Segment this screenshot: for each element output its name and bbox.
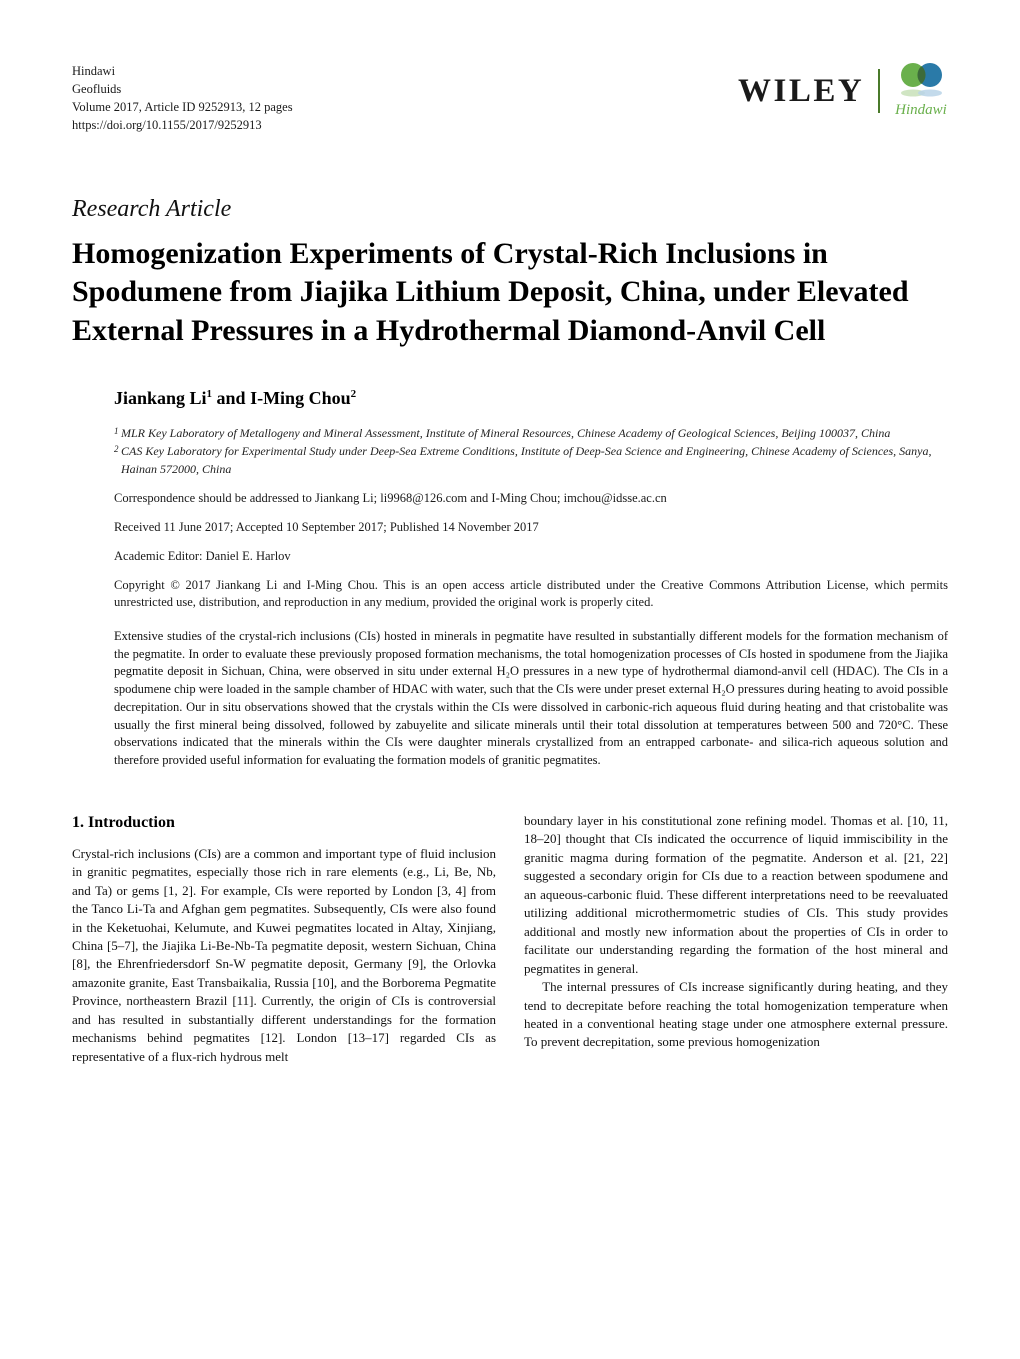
wiley-logo-text: WILEY xyxy=(738,69,864,114)
author-2-sup: 2 xyxy=(351,388,357,400)
affiliation-2-text: CAS Key Laboratory for Experimental Stud… xyxy=(121,442,948,478)
journal-name: Geofluids xyxy=(72,80,293,98)
affiliation-1-num: 1 xyxy=(114,424,121,442)
affiliations-block: 1 MLR Key Laboratory of Metallogeny and … xyxy=(114,424,948,478)
dates-line: Received 11 June 2017; Accepted 10 Septe… xyxy=(114,519,948,536)
intro-paragraph-1: Crystal-rich inclusions (CIs) are a comm… xyxy=(72,845,496,1066)
affiliation-2-num: 2 xyxy=(114,442,121,478)
copyright-notice: Copyright © 2017 Jiankang Li and I-Ming … xyxy=(114,577,948,612)
intro-paragraph-2: The internal pressures of CIs increase s… xyxy=(524,978,948,1052)
section-heading-intro: 1. Introduction xyxy=(72,812,496,835)
article-title: Homogenization Experiments of Crystal-Ri… xyxy=(72,235,948,350)
column-left: 1. Introduction Crystal-rich inclusions … xyxy=(72,812,496,1066)
author-1: Jiankang Li xyxy=(114,388,207,408)
hindawi-logo: Hindawi xyxy=(894,62,948,120)
page-header: Hindawi Geofluids Volume 2017, Article I… xyxy=(72,62,948,135)
abstract-text: Extensive studies of the crystal-rich in… xyxy=(114,628,948,770)
intro-paragraph-1-cont: boundary layer in his constitutional zon… xyxy=(524,812,948,978)
correspondence-line: Correspondence should be addressed to Ji… xyxy=(114,490,948,507)
affiliation-1-text: MLR Key Laboratory of Metallogeny and Mi… xyxy=(121,424,890,442)
affiliation-2: 2 CAS Key Laboratory for Experimental St… xyxy=(114,442,948,478)
authors-line: Jiankang Li1 and I-Ming Chou2 xyxy=(114,386,948,410)
hindawi-icon xyxy=(894,62,948,102)
authors-and: and I-Ming Chou xyxy=(212,388,351,408)
journal-info-block: Hindawi Geofluids Volume 2017, Article I… xyxy=(72,62,293,135)
volume-info: Volume 2017, Article ID 9252913, 12 page… xyxy=(72,98,293,116)
doi-link[interactable]: https://doi.org/10.1155/2017/9252913 xyxy=(72,116,293,134)
publisher-logo-area: WILEY Hindawi xyxy=(738,62,948,120)
logo-divider xyxy=(878,69,880,113)
affiliation-1: 1 MLR Key Laboratory of Metallogeny and … xyxy=(114,424,948,442)
hindawi-label: Hindawi xyxy=(895,100,947,120)
editor-line: Academic Editor: Daniel E. Harlov xyxy=(114,548,948,565)
publisher-name: Hindawi xyxy=(72,62,293,80)
main-two-column: 1. Introduction Crystal-rich inclusions … xyxy=(72,812,948,1066)
article-type: Research Article xyxy=(72,193,948,225)
column-right: boundary layer in his constitutional zon… xyxy=(524,812,948,1066)
